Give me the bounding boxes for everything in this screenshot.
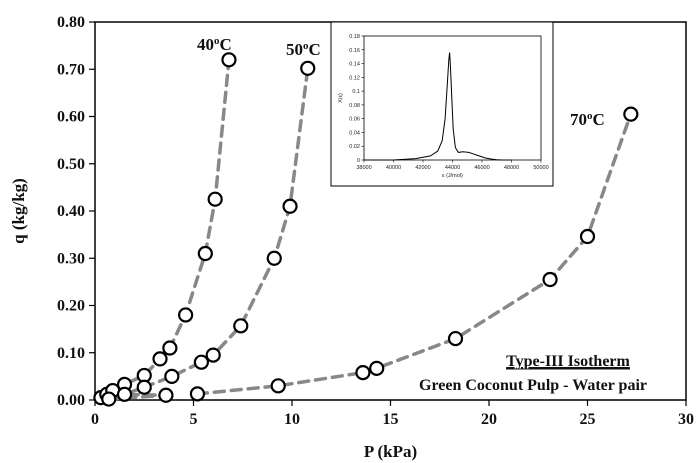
x-tick-label: 10 (284, 411, 300, 428)
data-point (623, 106, 639, 122)
y-tick-label: 0.60 (57, 109, 85, 126)
series-line-1 (107, 66, 310, 401)
inset-y-tick-label: 0.04 (349, 130, 360, 136)
series-label-2: 70oC (570, 110, 605, 129)
data-point (193, 354, 209, 370)
y-tick-label: 0.10 (57, 345, 85, 362)
main-plot: 0 5 10 15 20 25 300.000.100.200.300.400.500.60… (9, 14, 694, 461)
data-point (542, 271, 558, 288)
inset-y-tick-label: 0.06 (349, 117, 360, 123)
series-2: 70oC (189, 106, 639, 402)
data-point (300, 60, 316, 76)
data-point (116, 386, 133, 402)
data-point (162, 340, 178, 356)
data-point (189, 386, 206, 402)
x-tick-label: 15 (383, 411, 399, 428)
inset-y-tick-label: 0.1 (352, 89, 360, 95)
inset-y-tick-label: 0.14 (349, 62, 360, 68)
inset-series-line (364, 52, 512, 161)
data-point (178, 307, 194, 323)
data-point (233, 318, 249, 334)
x-tick-label: 20 (481, 411, 497, 428)
series-line-2 (195, 112, 633, 396)
inset-plot: 38000 40000 42000 44000 46000 48000 50000 0 0.02… (330, 21, 554, 187)
x-tick-label: 25 (580, 411, 596, 428)
inset-y-tick-label: 0.16 (349, 48, 360, 54)
series-1: 50oC (101, 40, 321, 407)
data-point (579, 228, 596, 245)
inset-x-axis-title: ε (J/mol) (442, 173, 463, 179)
inset-y-tick-label: 0.02 (349, 144, 360, 150)
series-label-1: 50oC (286, 40, 321, 59)
inset-x-tick-label: 48000 (504, 165, 519, 171)
data-point (282, 198, 298, 214)
inset-frame (330, 21, 554, 187)
data-point (221, 52, 237, 68)
y-tick-label: 0.00 (57, 392, 85, 409)
inset-y-tick-label: 0 (357, 158, 360, 164)
data-point (164, 368, 180, 384)
y-tick-label: 0.20 (57, 298, 85, 315)
y-tick-label: 0.80 (57, 14, 85, 31)
data-point (270, 378, 286, 394)
inset-x-tick-label: 50000 (533, 165, 548, 171)
x-tick-label: 30 (678, 411, 694, 428)
data-point (197, 245, 213, 262)
x-axis-title: P (kPa) (364, 442, 417, 461)
inset-x-tick-label: 46000 (474, 165, 489, 171)
data-point (447, 330, 464, 347)
y-tick-label: 0.40 (57, 203, 85, 220)
inset-y-axis-title: X(ε) (338, 93, 344, 103)
data-point (205, 347, 221, 363)
x-tick-label: 5 (190, 411, 198, 428)
annotation-type: Type-III Isotherm (506, 353, 630, 370)
inset-x-tick-label: 42000 (415, 165, 430, 171)
annotation-pair: Green Coconut Pulp - Water pair (419, 377, 647, 394)
data-point (152, 351, 168, 367)
data-point (207, 191, 223, 207)
y-tick-label: 0.30 (57, 250, 85, 267)
data-point (158, 387, 174, 403)
data-point (101, 391, 117, 407)
series-label-0: 40oC (197, 35, 232, 54)
data-point (355, 364, 371, 381)
inset-y-tick-label: 0.08 (349, 103, 360, 109)
inset-x-tick-label: 38000 (356, 165, 371, 171)
inset-x-tick-label: 44000 (445, 165, 460, 171)
inset-y-tick-label: 0.18 (349, 34, 360, 40)
x-tick-label: 0 (91, 411, 99, 428)
inset-y-tick-label: 0.12 (349, 75, 360, 81)
inset-x-tick-label: 40000 (386, 165, 401, 171)
y-axis-title: q (kg/kg) (9, 178, 28, 244)
y-tick-label: 0.50 (57, 156, 85, 173)
y-tick-label: 0.70 (57, 61, 85, 78)
data-point (369, 360, 385, 376)
data-point (136, 379, 152, 395)
data-point (266, 250, 282, 266)
